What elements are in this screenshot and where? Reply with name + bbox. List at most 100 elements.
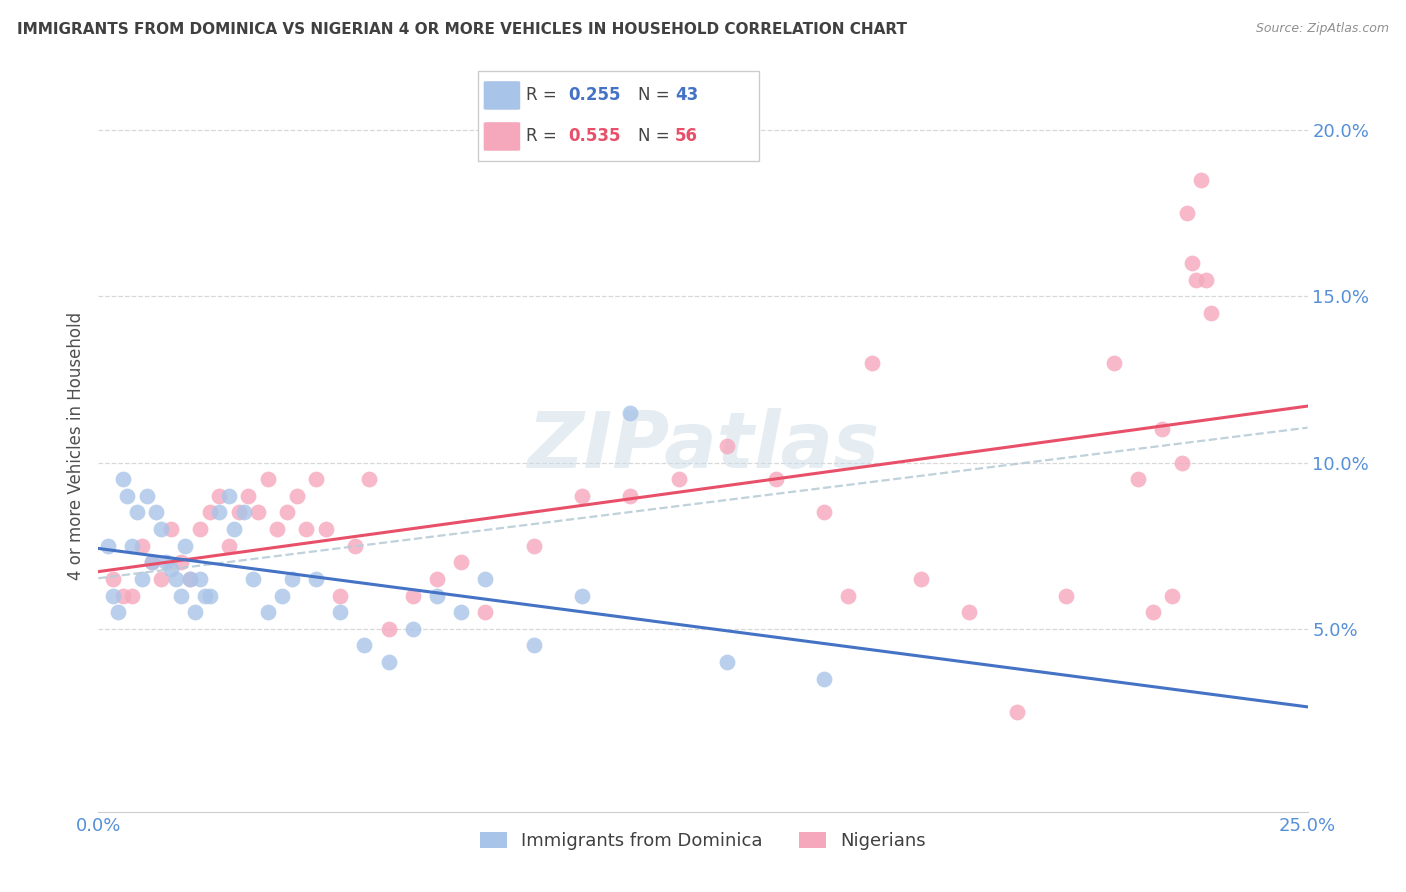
Point	[121, 539, 143, 553]
Point	[1189, 173, 1212, 187]
Point	[377, 622, 399, 636]
Legend: Immigrants from Dominica, Nigerians: Immigrants from Dominica, Nigerians	[472, 825, 934, 857]
Point	[276, 506, 298, 520]
Point	[194, 589, 217, 603]
Point	[169, 589, 191, 603]
Point	[198, 506, 221, 520]
Point	[474, 572, 496, 586]
Point	[266, 522, 288, 536]
Point	[131, 572, 153, 586]
Point	[716, 439, 738, 453]
Y-axis label: 4 or more Vehicles in Household: 4 or more Vehicles in Household	[67, 312, 86, 580]
Point	[242, 572, 264, 586]
Point	[281, 572, 304, 586]
Point	[131, 539, 153, 553]
Text: N =: N =	[638, 87, 675, 104]
Point	[111, 589, 134, 603]
Point	[353, 639, 375, 653]
Point	[285, 489, 308, 503]
Text: N =: N =	[638, 128, 675, 145]
Point	[305, 572, 328, 586]
Point	[101, 589, 124, 603]
Point	[523, 639, 546, 653]
Point	[179, 572, 201, 586]
Point	[315, 522, 337, 536]
Point	[359, 472, 381, 486]
Point	[765, 472, 787, 486]
Point	[184, 605, 207, 619]
Point	[111, 472, 134, 486]
Point	[343, 539, 366, 553]
Point	[165, 572, 187, 586]
Text: 0.535: 0.535	[568, 128, 620, 145]
Point	[426, 572, 449, 586]
Point	[160, 522, 183, 536]
Point	[222, 522, 245, 536]
Point	[450, 555, 472, 569]
Point	[295, 522, 318, 536]
Point	[127, 506, 149, 520]
Text: Source: ZipAtlas.com: Source: ZipAtlas.com	[1256, 22, 1389, 36]
Point	[1161, 589, 1184, 603]
Point	[208, 506, 231, 520]
Point	[668, 472, 690, 486]
FancyBboxPatch shape	[484, 81, 520, 110]
Text: 43: 43	[675, 87, 699, 104]
Point	[305, 472, 328, 486]
Point	[619, 489, 641, 503]
Point	[1007, 705, 1029, 719]
Point	[329, 605, 352, 619]
Point	[402, 589, 425, 603]
Point	[107, 605, 129, 619]
Point	[450, 605, 472, 619]
Point	[188, 572, 211, 586]
Point	[1171, 456, 1194, 470]
Point	[1054, 589, 1077, 603]
Text: R =: R =	[526, 128, 562, 145]
Point	[150, 522, 173, 536]
Point	[619, 406, 641, 420]
Point	[1185, 273, 1208, 287]
Point	[188, 522, 211, 536]
Point	[837, 589, 859, 603]
Point	[1142, 605, 1164, 619]
Point	[523, 539, 546, 553]
Point	[97, 539, 120, 553]
Point	[256, 472, 278, 486]
Point	[169, 555, 191, 569]
Point	[174, 539, 197, 553]
Point	[247, 506, 270, 520]
Point	[208, 489, 231, 503]
Point	[160, 562, 183, 576]
Point	[402, 622, 425, 636]
Point	[179, 572, 201, 586]
Point	[141, 555, 163, 569]
Point	[571, 489, 593, 503]
Point	[474, 605, 496, 619]
Point	[228, 506, 250, 520]
Point	[155, 555, 177, 569]
Point	[1195, 273, 1218, 287]
Point	[218, 489, 240, 503]
Point	[256, 605, 278, 619]
Point	[198, 589, 221, 603]
Point	[101, 572, 124, 586]
Point	[716, 655, 738, 669]
Point	[1102, 356, 1125, 370]
Point	[218, 539, 240, 553]
Point	[1175, 206, 1198, 220]
Text: R =: R =	[526, 87, 562, 104]
Point	[145, 506, 167, 520]
Point	[571, 589, 593, 603]
Point	[329, 589, 352, 603]
FancyBboxPatch shape	[478, 71, 759, 161]
Point	[271, 589, 294, 603]
Point	[1199, 306, 1222, 320]
Point	[1180, 256, 1202, 270]
Point	[1128, 472, 1150, 486]
Point	[117, 489, 139, 503]
Point	[141, 555, 163, 569]
Point	[1152, 422, 1174, 436]
Point	[860, 356, 883, 370]
Text: 56: 56	[675, 128, 697, 145]
